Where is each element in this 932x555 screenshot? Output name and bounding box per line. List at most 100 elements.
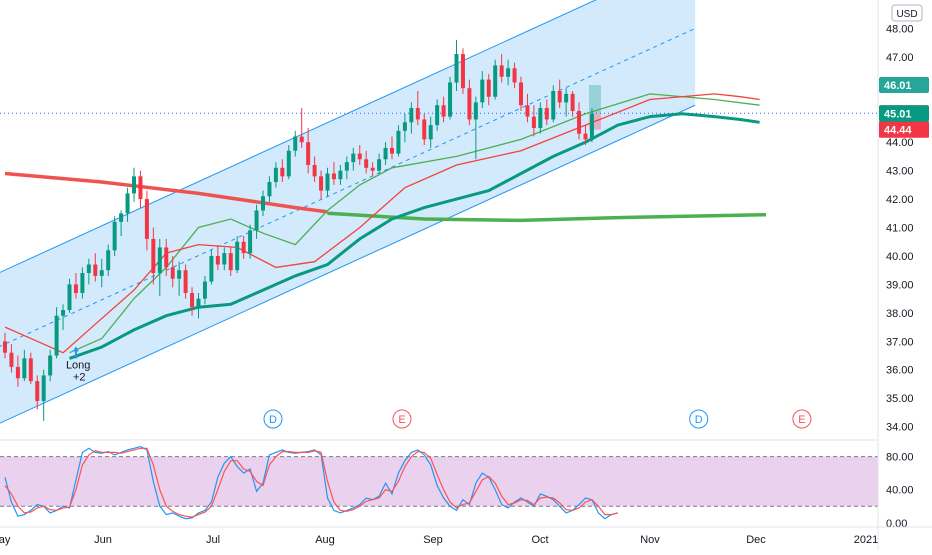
candle-body (441, 105, 446, 117)
candle (473, 96, 478, 160)
candle-body (435, 105, 440, 126)
y-tick-label: 42.00 (886, 194, 914, 206)
event-circle (392, 409, 412, 429)
candle-body (125, 193, 130, 214)
candle-body (164, 247, 169, 268)
candle (267, 176, 272, 202)
long-arrow-icon (72, 346, 79, 359)
candle-body (35, 381, 40, 402)
candle-body (428, 125, 433, 140)
candle (493, 59, 498, 100)
candle-body (306, 142, 311, 165)
event-marker-e[interactable]: E (792, 409, 812, 429)
candle (93, 253, 98, 282)
y-tick-label: 41.00 (886, 223, 914, 235)
candle-body (286, 150, 291, 177)
candle-body (377, 159, 382, 171)
x-tick-label: Oct (531, 534, 548, 546)
candle (280, 159, 285, 183)
y-tick-label: 38.00 (886, 308, 914, 320)
candle-body (396, 130, 401, 154)
candle-body (86, 264, 91, 274)
candle (577, 102, 582, 140)
event-letter: E (398, 414, 405, 426)
event-marker-d[interactable]: D (263, 409, 283, 429)
candle (196, 292, 201, 319)
candle (551, 85, 556, 123)
candle-body (364, 159, 369, 168)
candle (170, 255, 175, 288)
candle-body (570, 93, 575, 111)
event-letter: D (695, 414, 703, 426)
x-tick-label: Jun (94, 534, 112, 546)
candle-body (460, 54, 465, 89)
price-badge-bg (879, 105, 929, 122)
price-badge-bg (879, 121, 929, 138)
candle (164, 238, 169, 276)
price-badge: 44.44 (879, 121, 929, 138)
candle-body (577, 110, 582, 134)
candle (467, 79, 472, 126)
candle (435, 99, 440, 131)
candle (396, 125, 401, 157)
x-tick-label: Sep (423, 534, 443, 546)
candle (151, 227, 156, 285)
osc-tick-label: 0.00 (886, 518, 907, 530)
candle-body (383, 147, 388, 160)
candle-body (228, 253, 233, 271)
candle-body (512, 68, 517, 83)
candle (273, 162, 278, 188)
candle (460, 48, 465, 94)
candle-body (183, 270, 188, 293)
candle (132, 167, 136, 202)
x-tick-label: Nov (640, 534, 660, 546)
candle-body (338, 170, 343, 180)
candle (331, 162, 336, 185)
candle (441, 96, 446, 123)
currency-label: USD (896, 9, 917, 20)
candle-body (73, 284, 78, 293)
candle-body (531, 116, 536, 128)
candle-body (93, 264, 98, 276)
candle (157, 238, 162, 296)
candle-body (138, 176, 143, 200)
currency-button[interactable]: USD (891, 4, 923, 22)
candle-body (48, 355, 53, 376)
candle (557, 79, 562, 109)
candle-body (415, 108, 420, 120)
candle-body (357, 153, 362, 160)
event-marker-d[interactable]: D (689, 409, 709, 429)
candle-body (312, 164, 317, 177)
candle-body (209, 255, 214, 282)
candle (61, 304, 66, 330)
candle (35, 375, 40, 410)
oscillator-pane (0, 439, 878, 520)
candle (254, 204, 259, 239)
ma-200-green-line (327, 211, 767, 223)
candle (377, 153, 382, 174)
price-badge-label: 46.01 (884, 80, 912, 92)
candle-body (557, 91, 562, 103)
candle-body (132, 176, 136, 194)
event-circle (689, 409, 709, 429)
candle (325, 167, 330, 197)
candle-body (235, 241, 240, 271)
candle (67, 278, 72, 313)
candle-body (151, 238, 156, 274)
candle (54, 307, 59, 359)
event-marker-e[interactable]: E (392, 409, 412, 429)
y-tick-label: 47.00 (886, 52, 914, 64)
candle-body (448, 82, 453, 117)
ma-20-green-line (69, 93, 760, 354)
x-tick-label: Aug (315, 534, 335, 546)
candle (119, 210, 124, 237)
candle (41, 369, 46, 421)
candle-body (422, 119, 427, 140)
candle (125, 187, 130, 222)
main-plot: Long+2 D E D E (0, 0, 878, 429)
channel-lower-line (0, 104, 696, 424)
candle (415, 91, 420, 126)
candle-body (299, 136, 304, 143)
